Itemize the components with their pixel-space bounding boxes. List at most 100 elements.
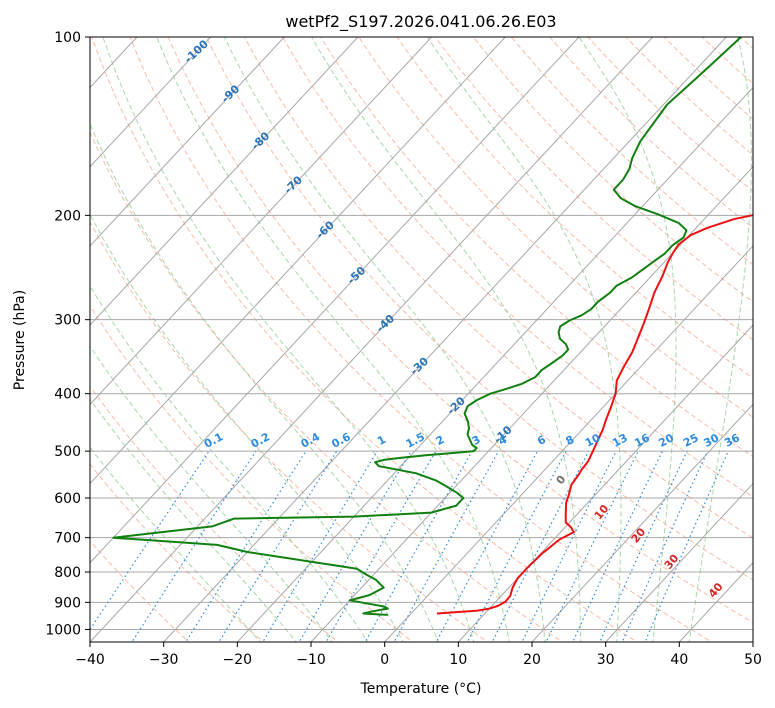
isotherm-line xyxy=(90,37,580,564)
y-tick-label: 1000 xyxy=(45,622,81,638)
moist-adiabat-line xyxy=(90,345,333,642)
x-tick-label: −20 xyxy=(223,652,253,668)
x-axis-ticks: −40 −30 −20 −10 0 10 20 30 40 50 xyxy=(75,642,762,668)
x-tick-label: −10 xyxy=(296,652,326,668)
dry-adiabat-label: 10 xyxy=(592,502,612,522)
mixing-ratio-label: 6 xyxy=(535,433,548,448)
dry-adiabat-line xyxy=(358,37,753,418)
mixing-ratio-label: 0.6 xyxy=(329,430,353,451)
mixing-ratio-line xyxy=(218,450,338,642)
isotherm-line xyxy=(0,24,2,645)
mixing-ratio-line xyxy=(435,450,539,642)
mixing-ratio-label: 13 xyxy=(610,431,630,450)
x-tick-label: 40 xyxy=(670,652,688,668)
y-tick-label: 900 xyxy=(54,595,81,611)
moist-adiabat-line xyxy=(426,37,622,642)
dry-adiabat-line xyxy=(472,37,753,303)
dry-adiabat-label: 30 xyxy=(662,552,682,572)
dewpoint-profile-line xyxy=(112,37,742,616)
isotherm-line xyxy=(383,245,753,642)
moist-adiabat-line xyxy=(90,122,440,642)
mixing-ratio-line xyxy=(325,450,437,642)
dry-adiabat-line xyxy=(91,37,638,642)
y-tick-label: 300 xyxy=(54,313,81,329)
profile-lines xyxy=(112,37,753,616)
dry-adiabat-line xyxy=(205,37,753,581)
mixing-ratio-label: 1 xyxy=(375,433,388,448)
isotherm-line xyxy=(90,37,359,326)
dry-adiabat-line xyxy=(90,540,190,642)
isotherm-line xyxy=(236,86,753,642)
x-tick-label: 0 xyxy=(380,652,389,668)
x-axis-label: Temperature (°C) xyxy=(360,681,482,697)
moist-adiabat-line xyxy=(688,37,752,642)
isotherm-line xyxy=(310,165,753,642)
mixing-ratio-line xyxy=(466,450,567,642)
mixing-ratio-line xyxy=(364,450,473,642)
x-tick-label: 20 xyxy=(523,652,541,668)
mixing-ratio-label: 1.5 xyxy=(404,430,427,451)
x-tick-label: 30 xyxy=(597,652,615,668)
mixing-ratio-label: 20 xyxy=(656,431,676,450)
isotherm-line xyxy=(752,641,753,642)
dry-adiabat-line xyxy=(282,37,753,498)
mixing-ratio-label: 0.2 xyxy=(249,430,272,451)
mixing-ratio-line xyxy=(90,450,210,631)
dry-adiabat-line xyxy=(701,37,753,85)
mixing-ratio-label: 3 xyxy=(470,433,483,448)
dry-adiabat-line xyxy=(764,24,775,645)
y-axis-ticks: 100 200 300 400 500 600 700 800 900 1000 xyxy=(45,30,90,638)
moist-adiabat-line xyxy=(90,284,369,642)
dry-adiabat-line xyxy=(663,37,753,120)
mixing-ratio-label: 10 xyxy=(583,431,603,450)
mixing-ratio-label: 8 xyxy=(564,433,577,448)
mixing-ratio-line xyxy=(131,450,257,642)
mixing-ratio-label: 25 xyxy=(681,431,701,450)
dry-adiabat-line xyxy=(129,37,713,642)
isotherm-line xyxy=(90,37,654,642)
isotherm-line xyxy=(90,37,285,247)
y-axis-label: Pressure (hPa) xyxy=(12,290,28,390)
isotherm-line xyxy=(457,324,753,642)
mixing-ratio-line xyxy=(491,450,590,642)
mixing-ratio-label: 36 xyxy=(722,431,742,450)
dry-adiabat-line xyxy=(90,131,564,642)
dry-adiabat-line xyxy=(243,37,753,539)
temperature-profile-line xyxy=(436,213,753,615)
dry-adiabat-line xyxy=(90,385,340,642)
mixing-ratio-line xyxy=(644,450,729,642)
isotherm-line xyxy=(90,37,433,406)
dry-adiabat-line xyxy=(396,37,753,379)
x-tick-label: 50 xyxy=(744,652,762,668)
mixing-ratio-label: 16 xyxy=(632,431,652,450)
x-tick-label: −30 xyxy=(149,652,179,668)
isotherm-line xyxy=(604,482,753,642)
mixing-ratio-line xyxy=(572,450,664,642)
mixing-ratio-label: 0.1 xyxy=(202,430,225,451)
dry-adiabat-line xyxy=(90,463,265,642)
dry-adiabat-label: 20 xyxy=(629,525,649,545)
isotherm-line xyxy=(90,37,506,485)
isotherm-line xyxy=(90,37,212,168)
mixing-ratio-label: 30 xyxy=(702,431,722,450)
y-tick-label: 800 xyxy=(54,565,81,581)
y-tick-label: 100 xyxy=(54,30,81,46)
y-tick-label: 200 xyxy=(54,208,81,224)
y-tick-label: 400 xyxy=(54,387,81,403)
mixing-ratio-label: 2 xyxy=(434,433,447,448)
dry-adiabat-line xyxy=(90,221,489,642)
moist-adiabat-line xyxy=(223,37,546,642)
x-tick-label: 10 xyxy=(449,652,467,668)
mixing-ratio-line xyxy=(262,450,378,642)
chart-title: wetPf2_S197.2026.041.06.26.E03 xyxy=(285,12,556,32)
y-tick-label: 700 xyxy=(54,531,81,547)
y-tick-label: 600 xyxy=(54,491,81,507)
dry-adiabat-line xyxy=(434,37,753,341)
mixing-ratio-line xyxy=(185,450,307,642)
x-tick-label: −40 xyxy=(75,652,105,668)
dry-adiabat-label: 40 xyxy=(706,580,726,600)
isotherm-line xyxy=(162,37,727,642)
mixing-ratio-line xyxy=(298,450,412,642)
mixing-ratio-line xyxy=(599,450,688,642)
